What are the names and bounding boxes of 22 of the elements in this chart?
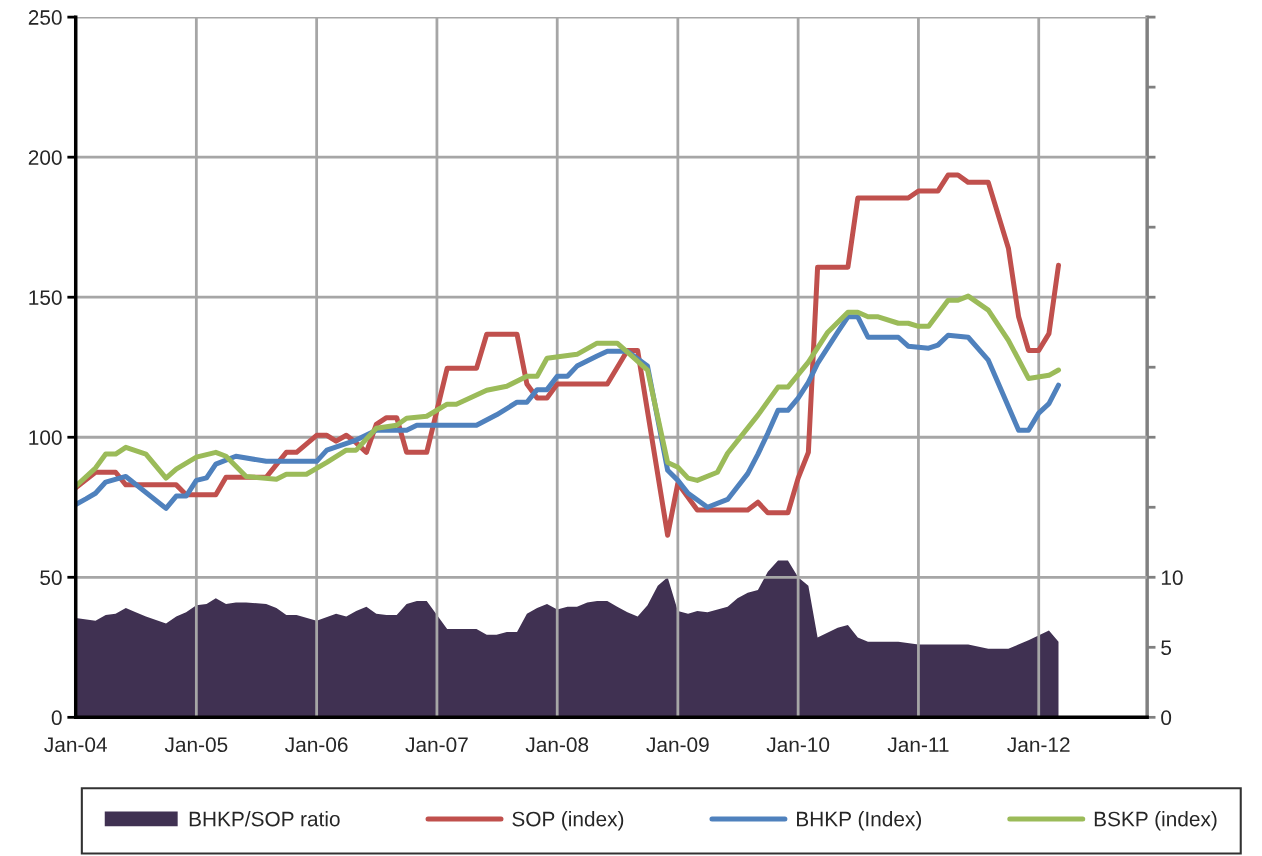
legend-label: BSKP (index) — [1094, 811, 1217, 831]
x-tick-label: Jan-12 — [1007, 737, 1070, 753]
x-tick-label: Jan-05 — [164, 737, 228, 753]
legend-label: BHKP/SOP ratio — [189, 811, 340, 827]
x-tick-label: Jan-11 — [887, 737, 949, 753]
x-tick-label: Jan-09 — [646, 737, 709, 753]
y-tick-label: 100 — [29, 430, 62, 445]
y2-tick-label: 5 — [1161, 640, 1172, 656]
y-tick-label: 50 — [40, 570, 62, 586]
y-tick-label: 200 — [28, 150, 62, 165]
x-tick-label: Jan-04 — [44, 737, 107, 753]
y2-tick-label: 10 — [1161, 570, 1183, 586]
legend-label: BHKP (Index) — [797, 811, 922, 831]
y2-tick-label: 0 — [1161, 710, 1172, 726]
x-tick-label: Jan-07 — [405, 737, 468, 753]
y-tick-label: 150 — [29, 290, 62, 305]
x-tick-label: Jan-08 — [525, 737, 589, 753]
x-tick-label: Jan-06 — [285, 737, 348, 753]
legend-label: SOP (index) — [512, 811, 624, 831]
y-tick-label: 0 — [51, 710, 62, 726]
x-tick-label: Jan-10 — [766, 737, 830, 753]
y-tick-label: 250 — [28, 10, 62, 25]
